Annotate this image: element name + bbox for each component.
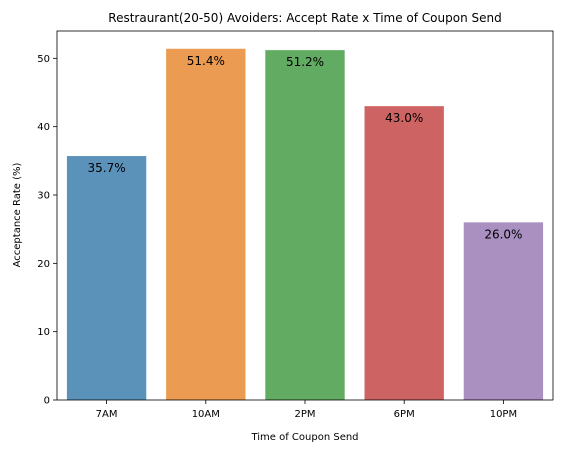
bars-layer <box>66 48 544 401</box>
y-axis: 0 10 20 30 40 50 <box>37 54 57 407</box>
data-label-6pm: 43.0% <box>385 111 423 125</box>
bar-7am <box>66 156 147 400</box>
x-axis: 7AM 10AM 2PM 6PM 10PM <box>96 400 517 420</box>
y-tick-label: 0 <box>44 396 50 407</box>
y-axis-label: Acceptance Rate (%) <box>12 163 23 268</box>
y-tick-label: 30 <box>37 191 50 202</box>
x-tick-label: 2PM <box>294 409 315 420</box>
data-label-10am: 51.4% <box>187 54 225 68</box>
bar-10am <box>166 48 246 401</box>
data-label-7am: 35.7% <box>88 161 126 175</box>
y-tick-label: 20 <box>37 259 50 270</box>
x-tick-label: 10AM <box>192 409 220 420</box>
data-label-2pm: 51.2% <box>286 55 324 69</box>
chart-title: Restraurant(20-50) Avoiders: Accept Rate… <box>108 11 501 25</box>
bar-2pm <box>265 50 345 401</box>
y-tick-label: 50 <box>37 54 50 65</box>
x-tick-label: 7AM <box>96 409 118 420</box>
x-tick-label: 10PM <box>490 409 517 420</box>
y-tick-label: 40 <box>37 122 50 133</box>
x-axis-label: Time of Coupon Send <box>250 432 358 443</box>
data-label-10pm: 26.0% <box>484 227 522 241</box>
data-labels-layer: 35.7% 51.4% 51.2% 43.0% 26.0% <box>88 54 523 242</box>
bar-6pm <box>364 106 444 401</box>
bar-10pm <box>463 222 544 400</box>
y-tick-label: 10 <box>37 327 50 338</box>
x-tick-label: 6PM <box>394 409 415 420</box>
